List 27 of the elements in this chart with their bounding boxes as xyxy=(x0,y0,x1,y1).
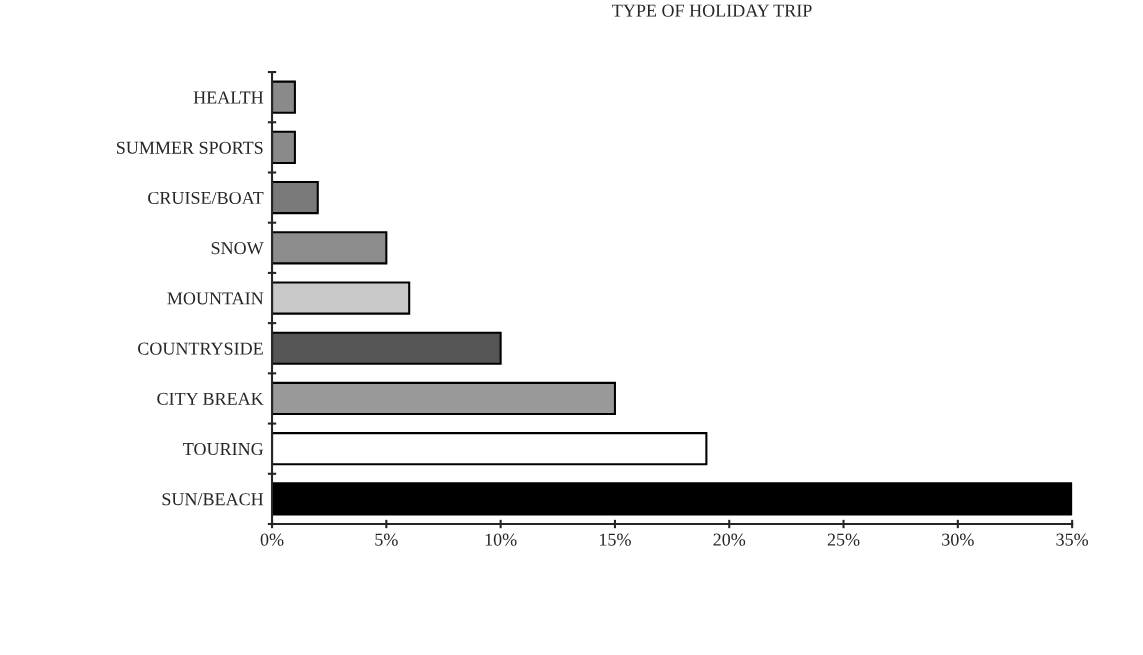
bar xyxy=(272,331,502,365)
bar xyxy=(272,231,388,265)
y-tick-label: COUNTRYSIDE xyxy=(138,342,263,355)
y-tick-label: CITY BREAK xyxy=(157,392,264,405)
x-tick-label: 10% xyxy=(485,533,517,546)
x-tick-label: 5% xyxy=(375,533,398,546)
y-tick-label: TOURING xyxy=(183,442,264,456)
x-tick-label: 20% xyxy=(713,533,746,546)
x-tick-label: 25% xyxy=(827,533,860,546)
x-tick-label: 30% xyxy=(942,533,974,546)
bar xyxy=(272,381,616,416)
y-tick-label: SNOW xyxy=(211,242,264,255)
y-tick-label: CRUISE/BOAT xyxy=(148,191,264,205)
bar xyxy=(272,482,1073,516)
y-tick-label: HEALTH xyxy=(193,91,264,104)
x-tick-label: 15% xyxy=(599,533,631,546)
bar xyxy=(272,180,319,215)
x-tick-label: 35% xyxy=(1056,533,1089,546)
y-tick-label: SUN/BEACH xyxy=(162,493,264,506)
chart-title: TYPE OF HOLIDAY TRIP xyxy=(612,4,812,17)
y-tick-label: SUMMER SPORTS xyxy=(116,141,263,154)
y-tick-label: MOUNTAIN xyxy=(167,292,264,305)
x-tick-label: 0% xyxy=(260,533,284,546)
bar xyxy=(272,432,708,466)
bar xyxy=(272,281,411,315)
bar xyxy=(272,130,296,164)
bar xyxy=(272,80,296,114)
